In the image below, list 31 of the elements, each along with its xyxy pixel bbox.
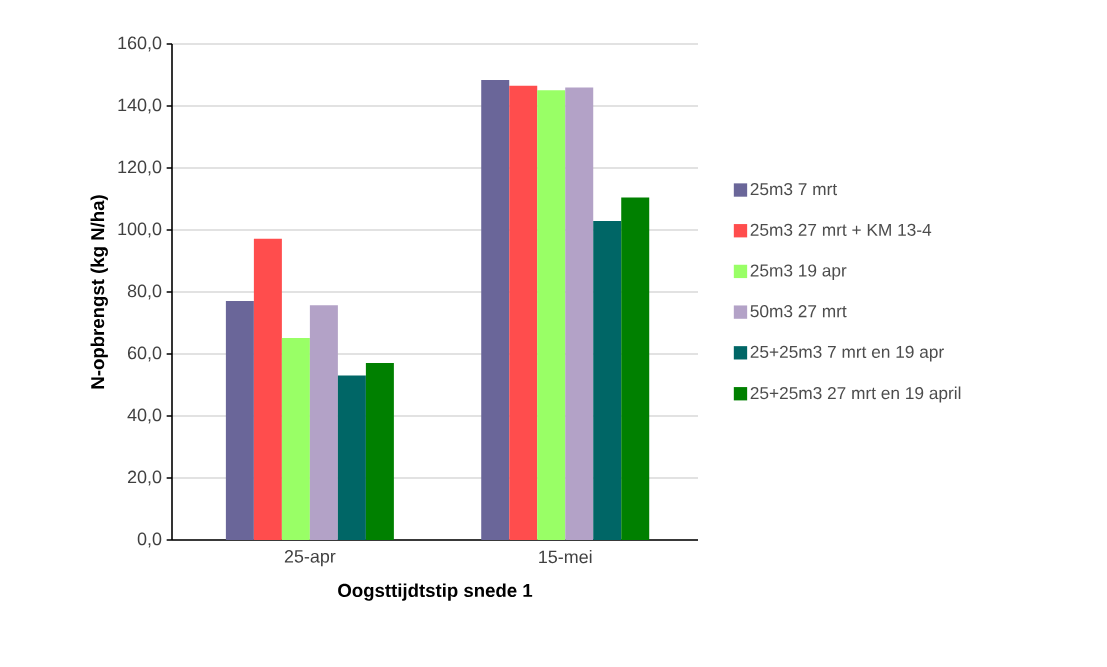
y-tick-label: 80,0 xyxy=(127,284,162,300)
bar xyxy=(593,221,622,540)
legend-label: 50m3 27 mrt xyxy=(750,305,847,318)
bar xyxy=(621,197,650,540)
y-tick-label: 120,0 xyxy=(118,160,162,176)
y-tick-label: 20,0 xyxy=(127,470,162,486)
y-tick-label: 40,0 xyxy=(127,408,162,424)
y-tick-label: 140,0 xyxy=(118,98,162,114)
bar xyxy=(225,300,254,540)
bar xyxy=(537,90,566,540)
x-axis-title: Oogsttijdtstip snede 1 xyxy=(338,583,533,601)
bar xyxy=(509,85,538,540)
bar xyxy=(253,238,282,540)
legend-label: 25m3 7 mrt xyxy=(750,183,837,196)
legend-label: 25+25m3 7 mrt en 19 apr xyxy=(750,345,944,362)
x-tick-label: 25-apr xyxy=(284,550,336,567)
legend-label: 25+25m3 27 mrt en 19 april xyxy=(750,386,961,403)
y-tick-label: 60,0 xyxy=(127,346,162,362)
legend-label: 25m3 27 mrt + KM 13-4 xyxy=(750,223,932,236)
bar xyxy=(365,362,394,540)
y-tick-label: 160,0 xyxy=(118,36,162,52)
y-axis-title: N-opbrengst (kg N/ha) xyxy=(90,195,108,389)
bar xyxy=(281,337,310,540)
bar xyxy=(481,79,510,540)
x-tick-label: 15-mei xyxy=(539,550,592,564)
bar xyxy=(309,305,338,540)
bar xyxy=(565,87,594,540)
y-tick-label: 0,0 xyxy=(137,532,162,548)
bar xyxy=(337,375,366,540)
y-tick-label: 100,0 xyxy=(118,222,162,238)
legend-label: 25m3 19 apr xyxy=(750,264,847,281)
